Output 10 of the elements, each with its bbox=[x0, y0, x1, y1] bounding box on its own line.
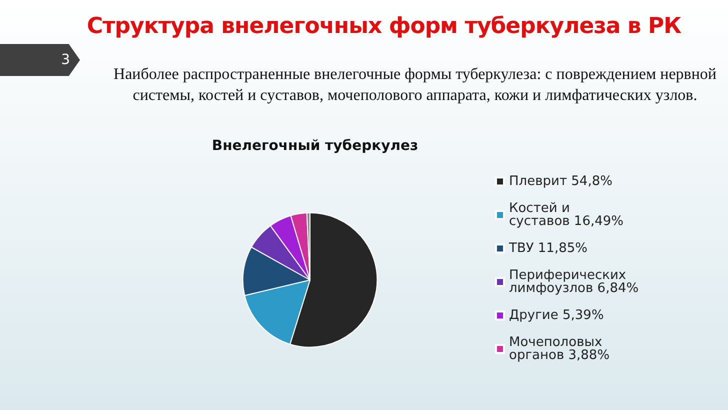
legend-label: Периферических лимфоузлов 6,84% bbox=[509, 268, 639, 296]
legend-label: Другие 5,39% bbox=[509, 308, 604, 323]
chart-subtitle: Наиболее распространенные внелегочные формы туберкулеза: с повреждением нервной системы, костей и суставов, мочеполового аппарата, кожи и лимфатических узлов. bbox=[112, 65, 718, 106]
legend-label: Плеврит 54,8% bbox=[509, 174, 612, 189]
text: Внелегочный туберкулез bbox=[212, 138, 418, 154]
legend-label: ТВУ 11,85% bbox=[508, 241, 588, 256]
legend-label: Мочеполовых органов 3,88% bbox=[509, 335, 610, 363]
legend-label: Костей и суставов 16,49% bbox=[509, 201, 624, 229]
chart-title: Структура внелегочных форм туберкулеза в РК bbox=[86, 14, 682, 39]
text: 3 bbox=[0, 44, 80, 76]
